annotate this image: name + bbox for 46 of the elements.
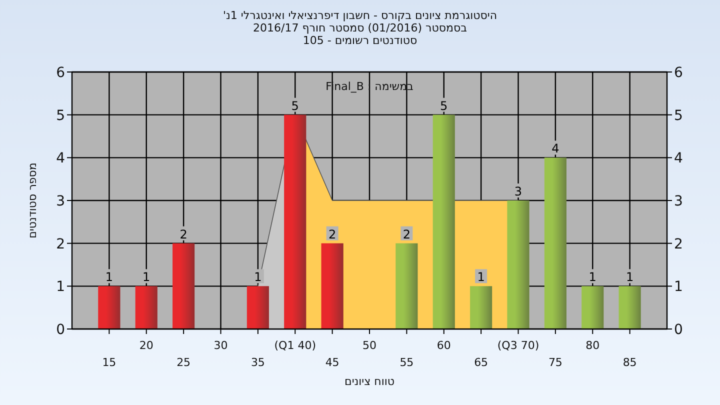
x-tick-label: 75 xyxy=(548,356,562,369)
y-tick-label: 3 xyxy=(56,194,65,210)
y-tick-label: 2 xyxy=(56,236,65,252)
x-tick-label: 30 xyxy=(214,339,228,352)
data-label: 2 xyxy=(328,227,336,242)
data-label: 5 xyxy=(291,98,299,113)
y-axis-title: מספר סטודנטים xyxy=(26,162,39,238)
chart-title: היסטוגרמת ציונים בקורס - חשבון דיפרנציאלי ואינטגרלי 1נ' xyxy=(222,9,498,22)
x-tick-label: 80 xyxy=(586,339,600,352)
x-tick-label: 60 xyxy=(436,339,451,352)
y-tick-label: 6 xyxy=(56,65,66,81)
x-tick-label: 20 xyxy=(139,339,154,352)
x-tick-label: 25 xyxy=(176,356,191,369)
x-tick-label: 35 xyxy=(250,356,265,369)
x-axis-title: טווח ציונים xyxy=(344,375,394,388)
data-label: 5 xyxy=(440,98,448,113)
y2-tick-label: 6 xyxy=(674,65,683,81)
data-label: 2 xyxy=(402,227,411,242)
x-tick-label: 50 xyxy=(362,339,376,352)
data-label: 1 xyxy=(142,270,150,284)
y-tick-label: 1 xyxy=(56,279,65,296)
y-tick-label: 4 xyxy=(56,150,66,167)
x-tick-label: 85 xyxy=(622,356,637,369)
x-tick-label: 55 xyxy=(400,356,414,369)
data-label: 1 xyxy=(626,270,634,284)
data-label: 1 xyxy=(254,270,262,284)
y2-tick-label: 5 xyxy=(674,108,683,124)
y2-tick-label: 0 xyxy=(674,322,683,338)
data-label: 2 xyxy=(180,227,188,242)
data-label: 1 xyxy=(105,270,114,284)
data-label: 4 xyxy=(552,142,560,156)
y2-tick-label: 4 xyxy=(674,150,683,167)
x-tick-label: 65 xyxy=(474,356,488,369)
x-tick-label: 45 xyxy=(325,356,340,369)
x-tick-label: (Q1 40) xyxy=(274,339,316,352)
data-label: 3 xyxy=(514,184,522,198)
y2-tick-label: 2 xyxy=(674,236,683,252)
x-tick-label: (Q3 70) xyxy=(497,339,540,352)
data-label: 1 xyxy=(588,270,596,284)
x-tick-label: 15 xyxy=(102,356,116,369)
y2-tick-label: 1 xyxy=(674,279,683,296)
y2-tick-label: 3 xyxy=(674,194,683,210)
y-tick-label: 0 xyxy=(56,322,65,338)
y-tick-label: 5 xyxy=(56,108,65,124)
data-label: 1 xyxy=(477,270,485,284)
chart-subtitle: בסמסטר (01/2016) סמסטר חורף 2016/17 סטודנטים רשומים - 105 xyxy=(253,22,467,47)
